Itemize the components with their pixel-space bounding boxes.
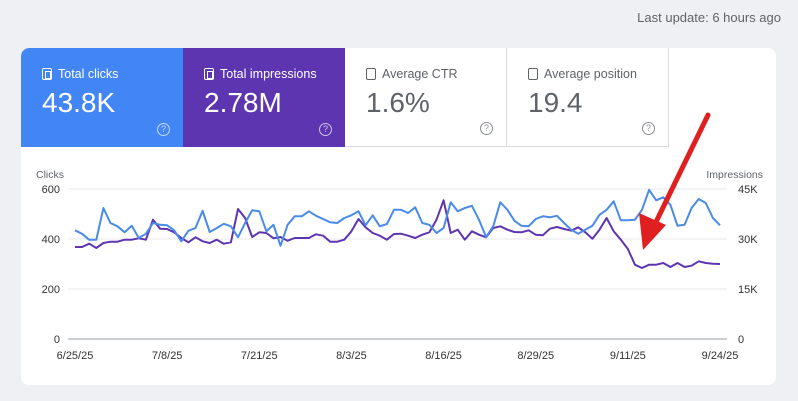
arrow-head	[639, 213, 666, 250]
performance-card: Total clicks 43.8K ? Total impressions 2…	[21, 48, 776, 385]
left-axis-title: Clicks	[36, 169, 64, 181]
right-axis-title: Impressions	[706, 169, 763, 181]
last-update-text: Last update: 6 hours ago	[637, 10, 781, 25]
right-axis-tick: 15K	[738, 284, 758, 296]
x-axis-tick: 7/8/25	[152, 350, 183, 362]
metric-value: 19.4	[528, 87, 583, 118]
metric-label: Total impressions	[220, 67, 317, 81]
x-axis-tick: 9/24/25	[702, 350, 739, 362]
clicks-series-line	[74, 188, 721, 247]
left-axis-tick: 600	[42, 184, 60, 196]
x-axis-tick: 8/3/25	[336, 350, 367, 362]
metric-value: 1.6%	[366, 87, 430, 118]
metric-tile-average-ctr[interactable]: Average CTR 1.6% ?	[345, 48, 507, 147]
left-axis-tick: 200	[42, 284, 60, 296]
help-icon[interactable]: ?	[642, 122, 655, 135]
metric-tile-average-position[interactable]: Average position 19.4 ?	[507, 48, 669, 147]
right-axis-tick: 0	[738, 334, 744, 346]
x-axis-tick: 8/29/25	[517, 350, 554, 362]
checkbox-unchecked-icon[interactable]	[528, 68, 538, 80]
right-axis-tick: 45K	[738, 184, 758, 196]
metric-value: 2.78M	[204, 87, 282, 118]
x-axis-tick: 9/11/25	[610, 350, 646, 362]
checkbox-checked-icon[interactable]	[204, 68, 214, 80]
arrow-shaft	[653, 112, 711, 225]
metric-label: Average CTR	[382, 67, 458, 81]
right-axis-tick: 30K	[738, 234, 758, 246]
metric-label: Average position	[544, 67, 637, 81]
help-icon[interactable]: ?	[319, 123, 332, 136]
checkbox-checked-icon[interactable]	[42, 68, 52, 80]
help-icon[interactable]: ?	[157, 123, 170, 136]
metric-value: 43.8K	[42, 87, 116, 118]
checkbox-unchecked-icon[interactable]	[366, 68, 376, 80]
metric-label: Total clicks	[58, 67, 119, 81]
x-axis-tick: 6/25/25	[57, 350, 94, 362]
annotation-arrow	[639, 112, 711, 250]
metric-tile-total-clicks[interactable]: Total clicks 43.8K ?	[21, 48, 183, 147]
metric-tile-total-impressions[interactable]: Total impressions 2.78M ?	[183, 48, 345, 147]
help-icon[interactable]: ?	[480, 122, 493, 135]
x-axis-tick: 8/16/25	[425, 350, 462, 362]
left-axis-tick: 400	[42, 234, 60, 246]
left-axis-tick: 0	[54, 334, 60, 346]
x-axis-tick: 7/21/25	[241, 350, 278, 362]
